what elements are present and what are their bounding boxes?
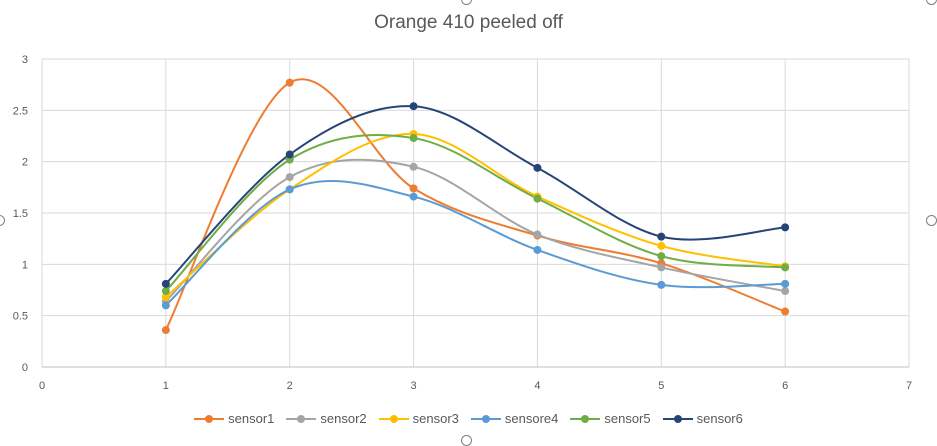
resize-handle-right[interactable] <box>926 215 937 226</box>
resize-handle-bottom[interactable] <box>461 435 472 446</box>
y-tick-label: 1.5 <box>13 208 28 220</box>
legend-swatch <box>570 414 601 424</box>
data-point-sensor5 <box>533 194 542 203</box>
data-point-sensore4 <box>409 192 418 201</box>
data-point-sensor1 <box>781 307 790 316</box>
series-line-sensor6 <box>165 105 786 285</box>
data-point-sensore4 <box>285 185 294 194</box>
data-point-sensor6 <box>781 223 790 232</box>
y-tick-label: 3 <box>22 54 28 66</box>
y-tick-label: 1 <box>22 259 28 271</box>
legend-swatch <box>470 414 501 424</box>
x-tick-label: 0 <box>39 380 45 392</box>
x-tick-label: 2 <box>287 380 293 392</box>
legend-item-sensor1: sensor1 <box>194 411 274 426</box>
legend-item-sensor2: sensor2 <box>286 411 367 426</box>
data-point-sensor6 <box>409 102 418 111</box>
data-point-sensor5 <box>409 134 418 143</box>
data-point-sensor1 <box>161 326 170 335</box>
x-tick-label: 1 <box>163 380 169 392</box>
legend-item-sensor6: sensor6 <box>662 411 743 426</box>
legend-item-sensor3: sensor3 <box>378 411 459 426</box>
legend-item-sensor5: sensor5 <box>570 411 651 426</box>
series-line-sensor1 <box>164 78 786 331</box>
data-point-sensore4 <box>161 301 170 310</box>
series-line-sensor3 <box>165 132 786 298</box>
series-line-sensor2 <box>165 158 786 302</box>
legend-item-sensore4: sensore4 <box>470 411 559 426</box>
data-point-sensor2 <box>533 230 542 239</box>
data-point-sensor6 <box>161 279 170 288</box>
data-point-sensor2 <box>781 287 790 296</box>
x-tick-label: 4 <box>534 380 540 392</box>
data-point-sensore4 <box>781 279 790 288</box>
data-point-sensore4 <box>657 280 666 289</box>
series-line-sensor5 <box>165 134 786 292</box>
legend-label: sensor2 <box>320 411 367 426</box>
data-point-sensore4 <box>533 245 542 254</box>
data-point-sensor5 <box>781 263 790 272</box>
legend-label: sensor6 <box>696 411 743 426</box>
data-point-sensor2 <box>285 173 294 182</box>
legend-label: sensore4 <box>504 411 559 426</box>
data-point-sensor5 <box>657 252 666 261</box>
data-point-sensor5 <box>161 287 170 296</box>
x-tick-label: 3 <box>411 380 417 392</box>
data-point-sensor3 <box>161 293 170 302</box>
series-line-sensore4 <box>165 179 786 307</box>
legend-swatch <box>662 414 693 424</box>
y-tick-label: 0 <box>22 362 28 374</box>
y-tick-label: 0.5 <box>13 311 28 323</box>
y-tick-label: 2.5 <box>13 105 28 117</box>
legend-swatch <box>286 414 317 424</box>
legend-swatch <box>378 414 409 424</box>
data-point-sensor6 <box>533 163 542 172</box>
chart-title: Orange 410 peeled off <box>374 12 563 33</box>
x-tick-label: 7 <box>906 380 912 392</box>
legend-label: sensor3 <box>412 411 459 426</box>
legend-label: sensor1 <box>228 411 275 426</box>
data-point-sensor2 <box>409 162 418 171</box>
data-point-sensor2 <box>657 263 666 272</box>
x-tick-label: 6 <box>782 380 788 392</box>
legend-label: sensor5 <box>604 411 651 426</box>
data-point-sensor6 <box>285 150 294 159</box>
data-point-sensor3 <box>657 241 666 250</box>
data-point-sensor6 <box>657 232 666 241</box>
legend-swatch <box>194 414 225 424</box>
y-tick-label: 2 <box>22 157 28 169</box>
data-point-sensor1 <box>409 184 418 193</box>
x-tick-label: 5 <box>658 380 664 392</box>
legend: sensor1 sensor2 sensor3 sensore4 sensor5 sens… <box>0 411 937 426</box>
data-point-sensor1 <box>285 78 294 87</box>
